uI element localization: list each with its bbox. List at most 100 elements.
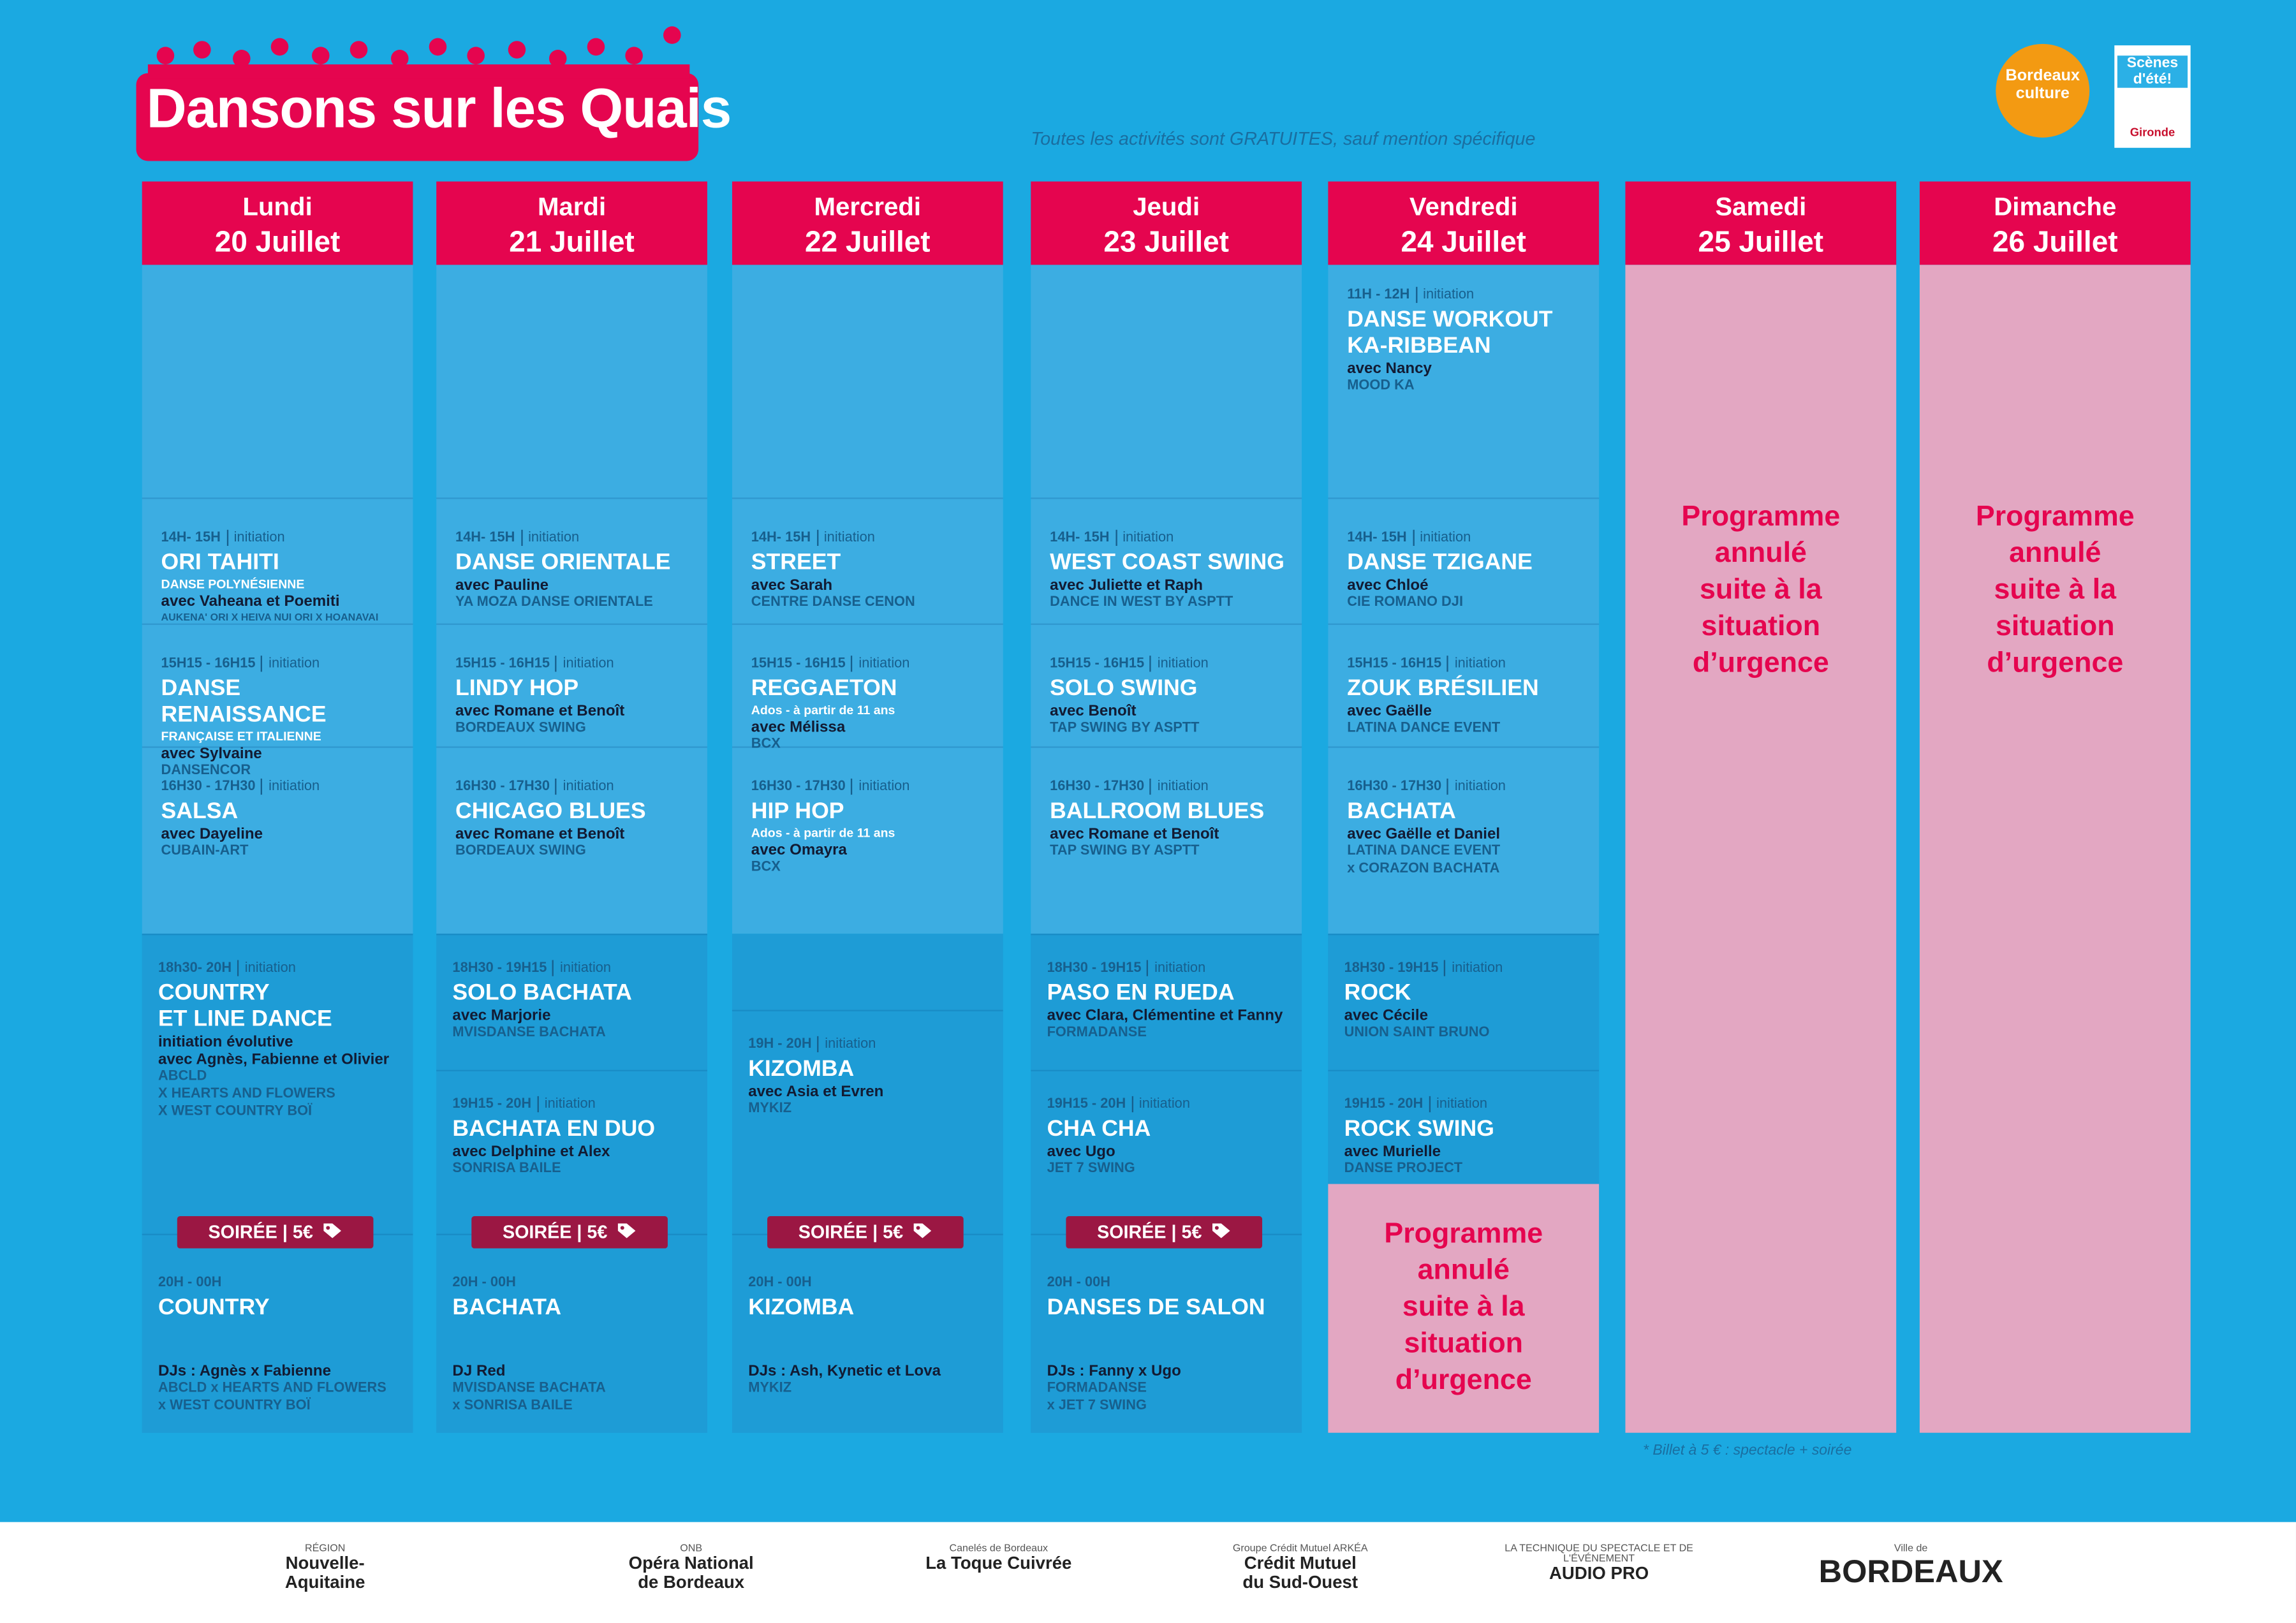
sponsor-logo: RÉGION Nouvelle- Aquitaine [208,1544,442,1592]
time: 15H15 - 16H15 [1050,656,1145,672]
activity-subtitle: Ados - à partir de 11 ans [751,702,895,717]
level: initiation [816,529,875,546]
activity-slot: 15H15 - 16H15 initiation DANSE RENAISSANCE… [142,623,413,779]
teachers: avec Romane et Benoît [455,702,625,721]
organizer: BCX [751,736,781,753]
time-line: 20H - 00H [1047,1267,1293,1293]
logo-text: Bordeaux culture [2005,67,2080,103]
cancelled-area: Programme annulé suite à la situation d’… [1625,265,1897,1433]
day-name: Mardi [537,191,607,221]
day-date: 21 Juillet [509,226,635,260]
day-date: 24 Juillet [1401,226,1527,260]
time-line: 16H30 - 17H30 initiation [1347,771,1590,797]
activity-title: ORI TAHITI [161,550,279,575]
time-line: 16H30 - 17H30 initiation [455,771,698,797]
teachers: avec Sylvaine [161,745,262,763]
activity-slot: 15H15 - 16H15 initiation LINDY HOP avec Rom… [436,623,707,747]
teachers: DJs : Fanny x Ugo [1047,1362,1181,1381]
activity-slot: 14H- 15H initiation DANSE ORIENTALE avec Pa… [436,497,707,623]
activity-slot: 15H15 - 16H15 initiation REGGAETON Ados - à… [732,623,1003,753]
activity-title: CHICAGO BLUES [455,799,646,825]
soiree-badge: SOIRÉE | 5€ [767,1216,964,1249]
time: 16H30 - 17H30 [1347,778,1442,795]
cancelled-notice: Programme annulé suite à la situation d’… [1681,500,1841,679]
sponsor-name: Opéra National de Bordeaux [628,1552,754,1592]
day-column [436,265,707,934]
time-line: 20H - 00H [158,1267,404,1293]
time: 16H30 - 17H30 [751,778,846,795]
level: initiation [1447,656,1506,672]
organizer: MOOD KA [1347,378,1415,394]
level: initiation [261,778,320,795]
organizer: CENTRE DANSE CENON [751,594,915,610]
badge-text: SOIRÉE | 5€ [1097,1222,1202,1243]
teachers: avec Dayeline [161,825,263,843]
sponsor-sub: Ville de [1894,1544,1928,1555]
activity-slot: 20H - 00H KIZOMBA DJs : Ash, Kynetic et Lo… [732,1233,1003,1433]
sponsor-name: La Toque Cuivrée [925,1552,1072,1574]
time: 14H- 15H [1347,529,1407,546]
level: initiation [1415,286,1475,304]
time: 14H- 15H [1050,529,1110,546]
day-header: Dimanche 26 Juillet [1919,181,2191,265]
activity-slot: 14H- 15H initiation DANSE TZIGANE avec Chlo… [1328,497,1600,623]
time-line: 19H15 - 20H initiation [1047,1089,1293,1115]
activity-title: KIZOMBA [748,1056,855,1082]
activity-slot: 15H15 - 16H15 initiation SOLO SWING avec Be… [1031,623,1302,747]
day-date: 22 Juillet [805,226,931,260]
time-line: 18H30 - 19H15 initiation [1344,953,1591,979]
organizer: BCX [751,859,781,876]
activity-title: ROCK [1344,980,1411,1006]
activity-title: DANSE WORKOUT KA-RIBBEAN [1347,307,1553,359]
day-date: 23 Juillet [1103,226,1229,260]
level: initiation [1131,1096,1190,1113]
day-header: Mardi 21 Juillet [436,181,707,265]
time-line: 15H15 - 16H15 initiation [751,649,994,675]
tag-icon [323,1223,341,1238]
sponsor-name: Crédit Mutuel du Sud-Ouest [1242,1552,1358,1592]
activity-title: WEST COAST SWING [1050,550,1284,575]
teachers: DJs : Agnès x Fabienne [158,1362,332,1381]
level: initiation [537,1096,596,1113]
day-date: 20 Juillet [214,226,341,260]
sponsor-logo: Groupe Crédit Mutuel ARKÉA Crédit Mutuel … [1183,1544,1417,1592]
logo-text: Scènes d'été! [2117,55,2188,88]
soiree-badge: SOIRÉE | 5€ [471,1216,668,1249]
time: 18H30 - 19H15 [1047,960,1142,976]
time: 14H- 15H [161,529,221,546]
activity-slot: 16H30 - 17H30 initiation SALSA avec Dayelin… [142,746,413,934]
activity-slot: 18H30 - 19H15 initiation ROCK avec Cécile UN… [1328,934,1600,1070]
activity-title: ROCK SWING [1344,1117,1494,1142]
activity-slot: 14H- 15H initiation WEST COAST SWING avec J… [1031,497,1302,623]
level: initiation [1147,960,1206,976]
time: 16H30 - 17H30 [161,778,256,795]
level: initiation [556,778,614,795]
level: initiation [1412,529,1471,546]
time-line: 14H- 15H initiation [161,522,404,548]
time: 15H15 - 16H15 [161,656,256,672]
activity-title: ZOUK BRÉSILIEN [1347,676,1539,701]
teachers: initiation évolutive avec Agnès, Fabienn… [158,1033,390,1069]
soiree-badge: SOIRÉE | 5€ [1066,1216,1263,1249]
activity-slot: 19H15 - 20H initiation BACHATA EN DUO avec … [436,1069,707,1234]
activity-slot: 14H- 15H initiation STREET avec Sarah CENTRE… [732,497,1003,623]
crowd-silhouette [147,26,690,79]
cancelled-area: Programme annulé suite à la situation d’… [1919,265,2191,1433]
organizer: MVISDANSE BACHATA x SONRISA BAILE [452,1380,606,1414]
activity-title: BALLROOM BLUES [1050,799,1265,825]
time: 19H - 20H [748,1036,812,1053]
day-column [1031,265,1302,934]
time-line: 15H15 - 16H15 initiation [455,649,698,675]
level: initiation [237,960,296,976]
teachers: avec Gaëlle et Daniel [1347,825,1501,843]
day-column [142,265,413,934]
title-banner [136,73,699,161]
time-line: 18H30 - 19H15 initiation [452,953,698,979]
activity-title: HIP HOP [751,799,844,825]
level: initiation [261,656,320,672]
activity-slot: 15H15 - 16H15 initiation ZOUK BRÉSILIEN ave… [1328,623,1600,747]
activity-title: COUNTRY [158,1295,270,1320]
time-line: 19H15 - 20H initiation [452,1089,698,1115]
